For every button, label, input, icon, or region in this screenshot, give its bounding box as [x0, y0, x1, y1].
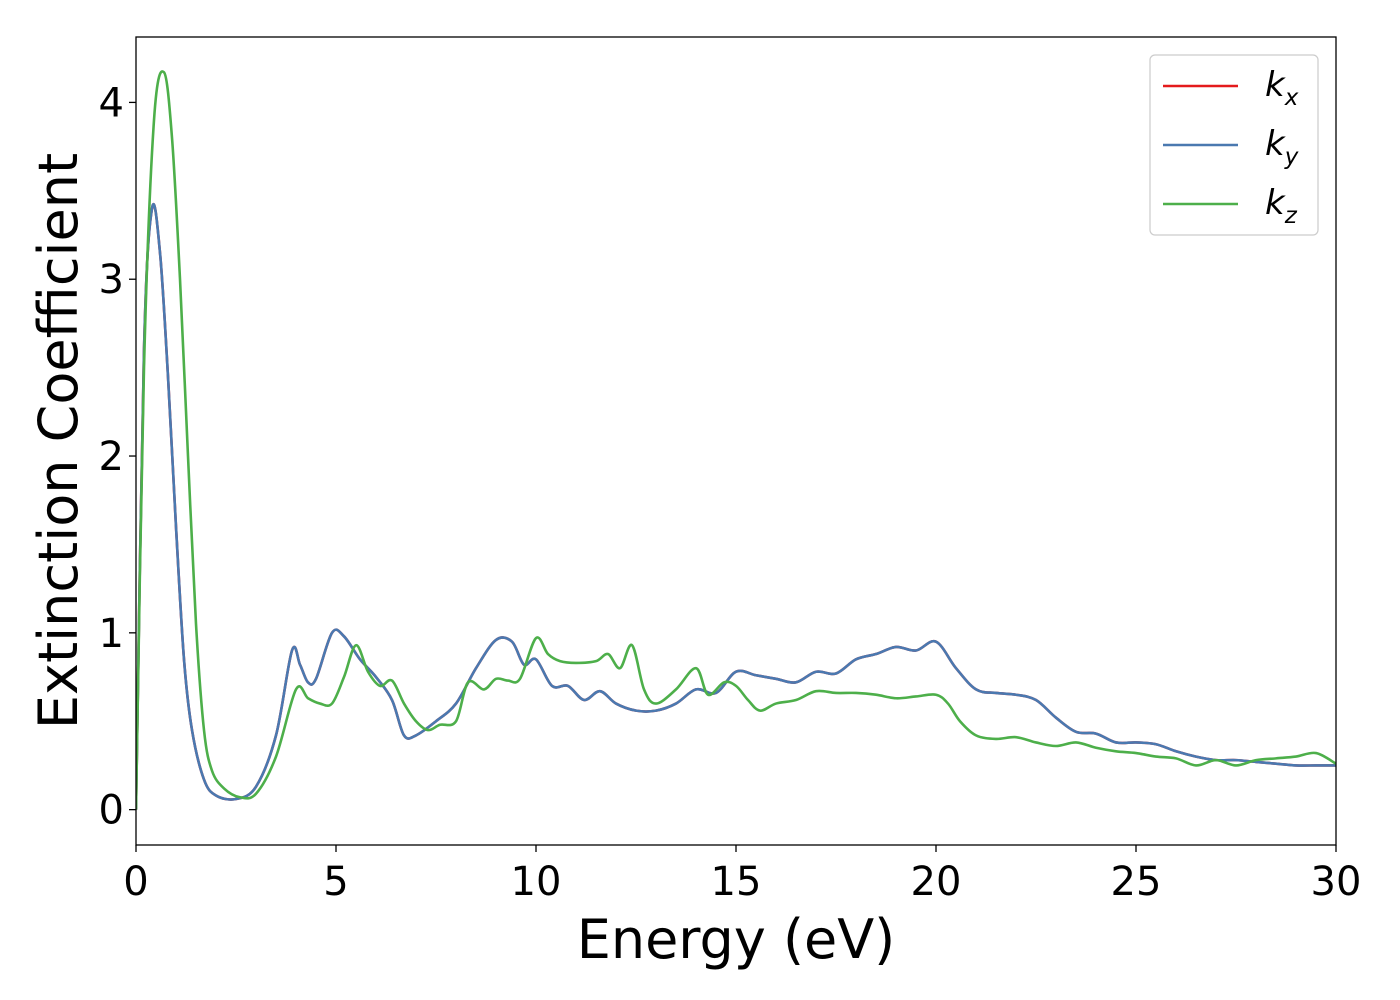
y-tick-label: 4 [99, 80, 124, 126]
legend-item-kz: kz [1163, 183, 1298, 229]
plot-area [136, 37, 1336, 845]
legend-label-main: k [1265, 183, 1286, 223]
legend-item-ky: ky [1163, 124, 1299, 170]
x-axis: 0 5 10 15 20 25 30 [123, 845, 1361, 905]
x-tick-label: 30 [1311, 859, 1362, 905]
legend-item-kx: kx [1163, 65, 1299, 111]
legend-label-sub: x [1284, 85, 1299, 111]
x-tick-label: 20 [911, 859, 962, 905]
x-tick-label: 10 [511, 859, 562, 905]
y-tick-label: 0 [99, 788, 124, 834]
legend-label-sub: y [1284, 144, 1299, 170]
x-axis-title: Energy (eV) [577, 908, 896, 971]
legend-label-main: k [1265, 124, 1286, 164]
legend-label: kx [1265, 65, 1299, 111]
x-tick-label: 25 [1111, 859, 1162, 905]
y-tick-label: 2 [99, 434, 124, 480]
legend-label-main: k [1265, 65, 1286, 105]
x-tick-label: 15 [711, 859, 762, 905]
legend-label-sub: z [1284, 203, 1298, 229]
y-tick-label: 1 [99, 611, 124, 657]
x-tick-label: 0 [123, 859, 148, 905]
y-axis-title: Extinction Coefficient [27, 153, 90, 729]
legend-label: kz [1265, 183, 1298, 229]
x-tick-label: 5 [323, 859, 348, 905]
y-tick-label: 3 [99, 257, 124, 303]
series-line-ky [136, 203, 1336, 810]
y-axis: 0 1 2 3 4 [99, 80, 136, 834]
series-line-kz [136, 70, 1336, 810]
legend-label: ky [1265, 124, 1299, 170]
series-layer [136, 70, 1336, 810]
